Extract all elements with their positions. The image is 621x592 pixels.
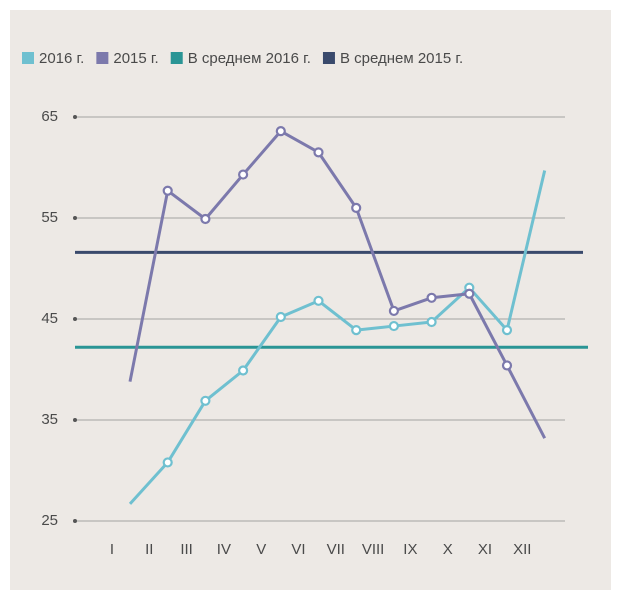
- point-marker: [501, 360, 513, 371]
- point-marker: [351, 202, 362, 213]
- x-tick-label: VI: [291, 541, 305, 558]
- x-tick-label: III: [180, 541, 193, 558]
- x-tick-label: II: [145, 541, 153, 558]
- tick-dot: [73, 418, 77, 422]
- legend-swatch: [22, 52, 34, 64]
- y-tick-label: 45: [41, 310, 58, 327]
- legend-label: 2016 г.: [39, 50, 84, 67]
- point-marker: [464, 288, 475, 299]
- tick-dot: [73, 317, 77, 321]
- point-marker: [388, 320, 399, 332]
- series-line: [128, 129, 547, 439]
- tick-dot: [73, 115, 77, 119]
- point-marker: [238, 169, 249, 180]
- point-marker: [313, 295, 324, 306]
- y-tick-label: 65: [41, 108, 58, 125]
- chart-background: [10, 10, 611, 590]
- point-marker: [388, 305, 399, 317]
- x-tick-label: VII: [327, 541, 345, 558]
- point-marker: [275, 126, 286, 137]
- point-marker: [200, 395, 211, 406]
- tick-dot: [73, 519, 77, 523]
- point-marker: [200, 213, 211, 225]
- x-tick-label: X: [443, 541, 453, 558]
- x-tick-label: I: [110, 541, 114, 558]
- legend-label: 2015 г.: [113, 50, 158, 67]
- x-tick-label: XII: [513, 541, 531, 558]
- legend-swatch: [322, 52, 335, 64]
- point-marker: [501, 325, 513, 336]
- point-marker: [313, 147, 324, 158]
- legend-label: В среднем 2015 г.: [340, 50, 463, 67]
- point-marker: [426, 292, 437, 303]
- legend-swatch: [170, 52, 183, 64]
- legend-label: В среднем 2016 г.: [188, 50, 311, 67]
- point-marker: [238, 365, 249, 376]
- y-tick-label: 35: [41, 411, 58, 428]
- point-marker: [426, 316, 437, 328]
- y-tick-label: 25: [41, 512, 58, 529]
- point-marker: [351, 325, 362, 336]
- series-line: [128, 170, 547, 505]
- legend-swatch: [96, 52, 109, 64]
- x-tick-label: V: [256, 541, 266, 558]
- x-tick-label: VIII: [362, 541, 385, 558]
- x-tick-label: IV: [217, 541, 231, 558]
- x-tick-label: IX: [403, 541, 417, 558]
- point-marker: [275, 311, 286, 323]
- point-marker: [162, 185, 173, 196]
- point-marker: [162, 457, 173, 468]
- y-tick-label: 55: [41, 209, 58, 226]
- tick-dot: [73, 216, 77, 220]
- x-tick-label: XI: [478, 541, 492, 558]
